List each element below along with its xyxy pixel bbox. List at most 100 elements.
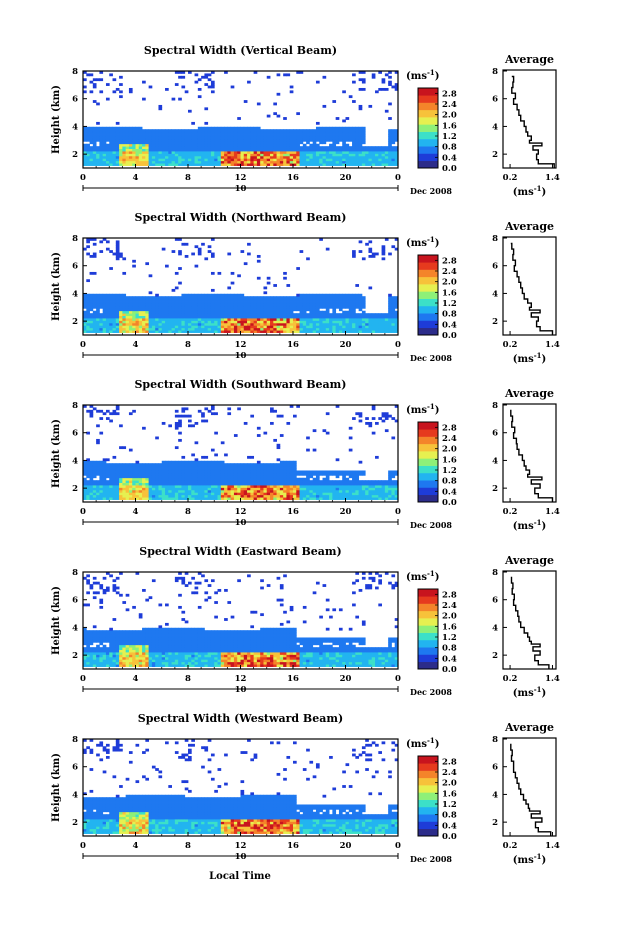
heatmap-cell (378, 490, 382, 493)
heatmap-cell (332, 485, 336, 488)
heatmap-cell (93, 407, 97, 410)
heatmap-cell (300, 478, 304, 481)
heatmap-cell (300, 320, 304, 323)
heatmap-cell (309, 483, 313, 486)
colorbar-tick-label: 1.6 (442, 288, 457, 298)
heatmap-cell (313, 490, 317, 493)
heatmap-cell (336, 301, 340, 304)
heatmap-cell (359, 240, 363, 243)
heatmap-cell (313, 470, 317, 473)
heatmap-cell (234, 483, 238, 486)
heatmap-cell (270, 495, 274, 498)
heatmap-cell (198, 253, 202, 256)
heatmap-cell (132, 129, 136, 132)
heatmap-cell (116, 248, 120, 251)
heatmap-cell (388, 299, 392, 302)
heatmap-cell (283, 492, 287, 495)
heatmap-cell (178, 461, 182, 464)
heatmap-cell (109, 73, 113, 76)
heatmap-cell (168, 461, 172, 464)
heatmap-cell (129, 449, 133, 452)
heatmap-cell (349, 490, 353, 493)
heatmap-cell (332, 473, 336, 476)
heatmap-cell (198, 410, 202, 413)
heatmap-cell (221, 495, 225, 498)
heatmap-cell (388, 323, 392, 326)
heatmap-cell (263, 490, 267, 493)
heatmap-cell (191, 313, 195, 316)
heatmap-cell (368, 480, 372, 483)
heatmap-cell (90, 468, 94, 471)
heatmap-cell (96, 161, 100, 164)
heatmap-cell (309, 149, 313, 152)
heatmap-cell (362, 163, 366, 166)
heatmap-cell (172, 146, 176, 149)
heatmap-cell (332, 306, 336, 309)
heatmap-cell (346, 161, 350, 164)
heatmap-cell (336, 163, 340, 166)
heatmap-cell (227, 478, 231, 481)
heatmap-cell (355, 146, 359, 149)
heatmap-cell (388, 149, 392, 152)
heatmap-cell (132, 466, 136, 469)
heatmap-cell (155, 306, 159, 309)
heatmap-cell (99, 633, 103, 636)
heatmap-cell (329, 323, 333, 326)
heatmap-cell (198, 325, 202, 328)
heatmap-cell (316, 122, 320, 125)
heatmap-cell (247, 492, 251, 495)
heatmap-cell (201, 420, 205, 423)
heatmap-cell (247, 323, 251, 326)
heatmap-cell (342, 151, 346, 154)
heatmap-cell (168, 470, 172, 473)
heatmap-cell (339, 473, 343, 476)
heatmap-cell (267, 144, 271, 147)
heatmap-cell (113, 129, 117, 132)
heatmap-cell (234, 328, 238, 331)
heatmap-cell (273, 410, 277, 413)
heatmap-cell (260, 163, 264, 166)
heatmap-cell (277, 129, 281, 132)
heatmap-cell (204, 485, 208, 488)
heatmap-cell (90, 650, 94, 653)
heatmap-cell (188, 306, 192, 309)
heatmap-cell (283, 151, 287, 154)
heatmap-cell (283, 470, 287, 473)
heatmap-cell (359, 144, 363, 147)
heatmap-cell (365, 146, 369, 149)
heatmap-cell (188, 129, 192, 132)
heatmap-cell (86, 659, 90, 662)
heatmap-cell (139, 495, 143, 498)
heatmap-cell (303, 146, 307, 149)
heatmap-cell (283, 139, 287, 142)
heatmap-cell (346, 144, 350, 147)
heatmap-cell (365, 313, 369, 316)
heatmap-cell (280, 470, 284, 473)
heatmap-cell (319, 316, 323, 319)
heatmap-cell (195, 149, 199, 152)
heatmap-cell (280, 485, 284, 488)
heatmap-cell (103, 156, 107, 159)
heatmap-cell (234, 478, 238, 481)
heatmap-cell (300, 483, 304, 486)
heatmap-cell (126, 485, 130, 488)
heatmap-cell (391, 245, 395, 248)
heatmap-cell (208, 480, 212, 483)
heatmap-cell (181, 485, 185, 488)
heatmap-cell (296, 294, 300, 297)
heatmap-cell (313, 308, 317, 311)
heatmap-cell (326, 316, 330, 319)
heatmap-cell (129, 306, 133, 309)
heatmap-cell (257, 492, 261, 495)
heatmap-cell (214, 146, 218, 149)
heatmap-cell (368, 149, 372, 152)
heatmap-cell (234, 134, 238, 137)
heatmap-cell (286, 144, 290, 147)
heatmap-cell (93, 151, 97, 154)
heatmap-cell (296, 129, 300, 132)
heatmap-cell (234, 153, 238, 156)
heatmap-cell (126, 301, 130, 304)
heatmap-cell (208, 134, 212, 137)
heatmap-cell (109, 412, 113, 415)
heatmap-cell (181, 483, 185, 486)
